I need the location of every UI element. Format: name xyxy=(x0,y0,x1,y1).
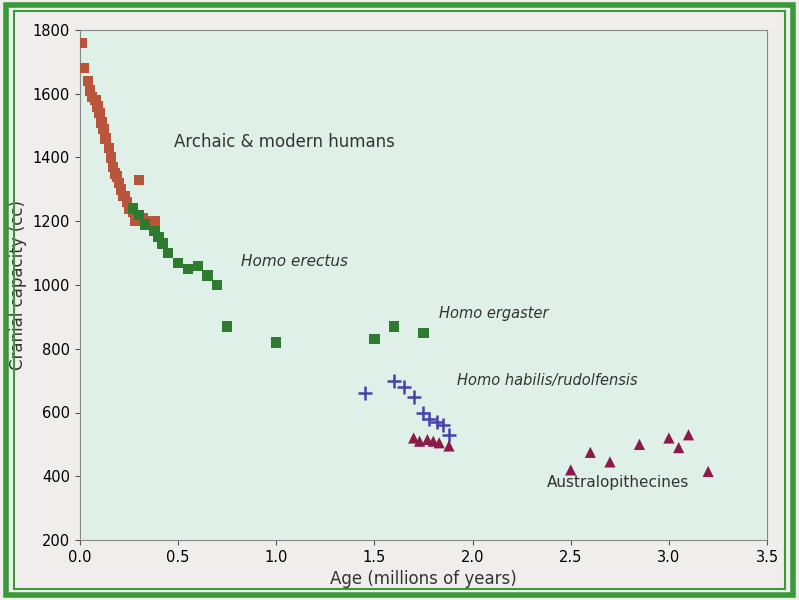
X-axis label: Age (millions of years): Age (millions of years) xyxy=(330,570,517,588)
Point xyxy=(148,226,161,236)
Point xyxy=(121,197,133,207)
Point xyxy=(117,191,129,200)
Point xyxy=(584,448,597,457)
Point xyxy=(603,457,616,467)
Point xyxy=(172,258,185,268)
Text: Australopithecines: Australopithecines xyxy=(547,475,690,490)
Point xyxy=(91,101,104,111)
Point xyxy=(156,239,169,248)
Point xyxy=(443,430,455,440)
Point xyxy=(111,172,124,181)
Point xyxy=(119,191,132,200)
Point xyxy=(93,108,106,118)
Point xyxy=(662,433,675,443)
Point xyxy=(75,38,88,47)
Point xyxy=(388,322,400,331)
Point xyxy=(358,389,371,398)
Point xyxy=(433,438,446,448)
Point xyxy=(682,430,695,440)
Point xyxy=(81,76,94,86)
Point xyxy=(421,435,434,445)
Point xyxy=(115,185,128,194)
Point xyxy=(113,178,125,188)
Point xyxy=(407,392,420,401)
Point xyxy=(148,217,161,226)
Point xyxy=(672,443,685,452)
Point xyxy=(413,436,426,446)
Point xyxy=(181,264,194,274)
Point xyxy=(133,210,145,220)
Point xyxy=(95,118,108,127)
Text: Homo ergaster: Homo ergaster xyxy=(439,306,549,321)
Point xyxy=(142,217,155,226)
Point xyxy=(126,207,139,217)
Point xyxy=(397,382,410,392)
Text: Homo erectus: Homo erectus xyxy=(240,254,348,269)
Point xyxy=(564,465,577,475)
Point xyxy=(211,280,224,290)
Point xyxy=(162,248,175,258)
Point xyxy=(417,328,430,338)
Point xyxy=(407,433,420,443)
Point xyxy=(109,169,121,178)
Point xyxy=(368,334,381,344)
Point xyxy=(105,152,117,162)
Point xyxy=(129,217,141,226)
Point xyxy=(83,86,96,95)
Point xyxy=(191,261,204,271)
Point xyxy=(107,162,120,172)
Point xyxy=(99,134,112,143)
Point xyxy=(85,92,98,102)
Point xyxy=(633,440,646,449)
Point xyxy=(437,421,450,430)
Point xyxy=(122,203,135,213)
Point xyxy=(702,467,714,476)
Point xyxy=(138,220,151,229)
Point xyxy=(78,64,90,73)
Y-axis label: Cranial capacity (cc): Cranial capacity (cc) xyxy=(10,200,27,370)
Point xyxy=(427,436,439,446)
Text: Archaic & modern humans: Archaic & modern humans xyxy=(174,133,395,151)
Point xyxy=(221,322,233,331)
Point xyxy=(431,417,443,427)
Text: Homo habilis/rudolfensis: Homo habilis/rudolfensis xyxy=(457,373,638,388)
Point xyxy=(133,175,145,185)
Point xyxy=(270,338,283,347)
Point xyxy=(417,408,430,418)
Point xyxy=(97,124,109,134)
Point xyxy=(152,232,165,242)
Point xyxy=(126,203,139,213)
Point xyxy=(103,143,116,153)
Point xyxy=(388,376,400,385)
Point xyxy=(423,414,435,424)
Point xyxy=(201,271,214,280)
Point xyxy=(137,213,149,223)
Point xyxy=(89,95,102,105)
Point xyxy=(443,441,455,451)
